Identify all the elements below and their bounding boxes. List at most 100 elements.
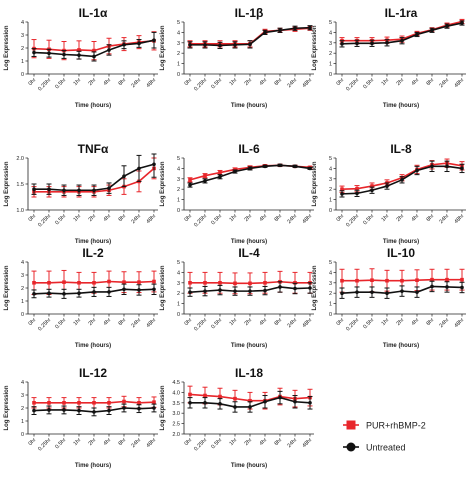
data-point [370,184,374,188]
x-tick-label: 8hr [426,77,436,87]
data-point [445,277,449,282]
y-tick-label: 2 [329,291,332,297]
data-point [137,401,141,405]
data-point [92,401,96,405]
chart-panel-il-18: IL-18 2.0 2.5 3.0 3.5 4.0 4.5 0hr 0.25hr 0.5hr 1hr… [160,366,314,469]
panel-title: IL-4 [238,246,260,260]
y-tick-label: 2 [21,46,24,52]
data-point [233,169,237,174]
x-tick-label: 2hr [244,213,254,223]
x-tick-label: 0.5hr [210,437,223,450]
x-tick-label: 24hr [130,213,142,225]
data-point [32,50,36,55]
x-tick-label: 4hr [259,317,269,327]
y-tick-label: 4.5 [172,380,180,386]
data-point [385,291,389,296]
x-tick-label: 0.25hr [193,77,208,92]
series-untreated [339,20,465,48]
y-tick-label: 2.5 [172,422,180,428]
y-axis-label: Log Expression [160,385,166,430]
data-point [233,167,237,172]
panel-title: IL-8 [390,142,412,156]
data-point [293,26,297,31]
x-tick-label: 2hr [88,437,98,447]
data-point [415,168,419,173]
x-tick-label: 4hr [103,213,113,223]
data-point [77,401,81,405]
x-tick-label: 1hr [73,213,83,223]
data-point [445,24,449,28]
x-tick-label: 0.25hr [37,437,52,452]
data-point [32,187,36,191]
x-tick-label: 4hr [411,317,421,327]
x-tick-label: 2hr [396,213,406,223]
data-point [203,179,207,183]
data-point [62,408,66,412]
data-point [430,28,434,33]
data-point [385,41,389,45]
x-tick-label: 0hr [28,213,38,223]
y-tick-label: 4.0 [172,390,180,396]
x-tick-label: 24hr [130,77,142,89]
data-point [233,405,237,409]
y-tick-label: 5 [177,260,180,266]
y-tick-label: 2 [21,286,24,292]
panel-title: IL-1ra [385,6,418,20]
x-tick-label: 0hr [28,437,38,447]
y-axis-label: Log Expression [160,161,166,206]
x-tick-label: 1hr [229,77,239,87]
y-tick-label: 3 [21,33,24,39]
y-tick-label: 4 [329,30,332,36]
panel-title: IL-18 [235,366,263,380]
data-point [370,290,374,294]
data-point [233,396,237,401]
y-tick-label: 2 [177,187,180,193]
x-tick-label: 0.5hr [54,77,67,90]
x-tick-label: 8hr [118,77,128,87]
panel-title: IL-2 [82,246,104,260]
y-tick-label: 3 [177,177,180,183]
data-point [445,285,449,289]
series-untreated [31,31,157,62]
legend: PUR+rhBMP-2 Untreated [343,420,426,453]
data-point [188,281,192,285]
x-tick-label: 0hr [184,437,194,447]
y-tick-label: 1.0 [16,208,24,214]
y-tick-label: 0 [177,72,180,78]
data-point [233,289,237,293]
panel-title: IL-1α [79,6,108,20]
x-axis-label: Time (hours) [383,343,419,349]
data-point [137,166,141,171]
data-point [218,174,222,179]
y-tick-label: 0 [329,208,332,214]
y-tick-label: 3 [329,177,332,183]
data-point [188,43,192,47]
x-tick-label: 8hr [274,213,284,223]
x-tick-label: 8hr [118,213,128,223]
x-tick-label: 1hr [381,213,391,223]
y-tick-label: 1 [21,59,24,65]
data-point [203,393,207,398]
y-tick-label: 0 [177,208,180,214]
y-tick-label: 3.0 [172,411,180,417]
y-axis-label: Log Expression [4,161,10,206]
x-axis-label: Time (hours) [75,103,111,109]
legend-label: PUR+rhBMP-2 [366,421,426,431]
x-tick-label: 48hr [145,437,157,449]
x-tick-label: 24hr [438,317,450,329]
x-tick-label: 24hr [438,213,450,225]
x-axis-label: Time (hours) [231,103,267,109]
data-point [248,405,252,409]
y-axis-label: Log Expression [4,25,10,70]
y-tick-label: 5 [177,156,180,162]
x-tick-label: 8hr [426,213,436,223]
data-point [107,408,111,413]
data-point [263,399,267,404]
y-tick-label: 1 [177,198,180,204]
x-tick-label: 48hr [145,317,157,329]
x-tick-label: 1hr [381,317,391,327]
data-point [218,402,222,406]
x-tick-label: 8hr [274,77,284,87]
data-point [92,290,96,294]
